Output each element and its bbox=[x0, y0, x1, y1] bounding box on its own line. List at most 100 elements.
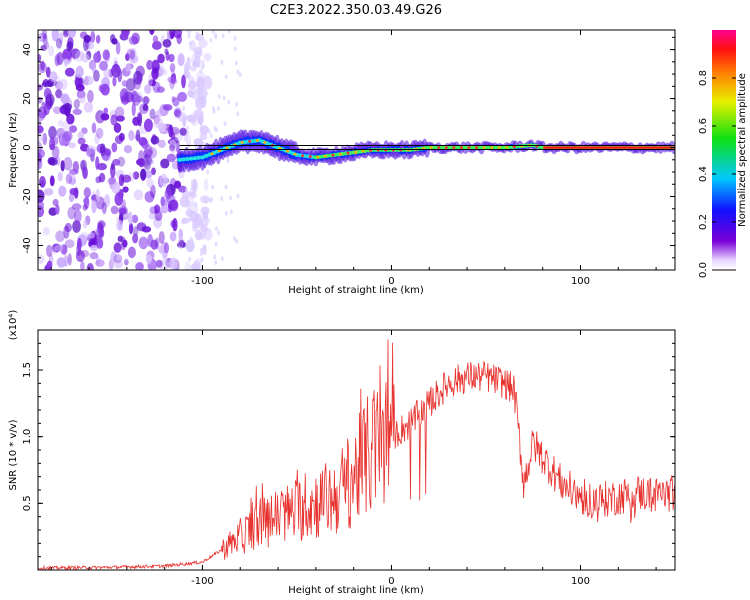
noise-blob bbox=[58, 78, 68, 91]
noise-blob bbox=[143, 156, 153, 165]
noise-blob bbox=[116, 219, 124, 232]
noise-blob bbox=[76, 238, 82, 251]
noise-blob bbox=[147, 234, 154, 248]
noise-blob bbox=[141, 226, 152, 233]
noise-blob bbox=[38, 131, 44, 142]
noise-blob bbox=[196, 76, 205, 91]
noise-blob bbox=[82, 166, 88, 179]
noise-blob bbox=[38, 112, 45, 121]
noise-blob bbox=[191, 94, 195, 100]
heatmap-signal-track bbox=[176, 129, 675, 173]
noise-blob bbox=[60, 93, 70, 104]
colorbar: 0.0 0.2 0.4 0.6 0.8 Normalized spectral ampl… bbox=[698, 30, 748, 278]
noise-blob bbox=[131, 102, 136, 117]
noise-blob bbox=[151, 40, 162, 51]
noise-blob bbox=[84, 75, 94, 86]
noise-blob bbox=[199, 125, 209, 135]
noise-blob bbox=[127, 246, 136, 259]
noise-blob bbox=[173, 180, 182, 189]
noise-blob bbox=[162, 104, 173, 111]
noise-blob bbox=[188, 41, 192, 47]
noise-blob bbox=[222, 95, 226, 101]
noise-blob bbox=[124, 257, 129, 266]
noise-blob bbox=[136, 73, 143, 82]
track-peak bbox=[437, 146, 441, 149]
noise-blob bbox=[147, 73, 153, 87]
noise-blob bbox=[100, 83, 110, 96]
noise-blob bbox=[185, 188, 189, 194]
noise-blob bbox=[38, 161, 42, 169]
noise-blob bbox=[42, 226, 50, 236]
noise-blob bbox=[99, 143, 106, 157]
noise-blob bbox=[199, 132, 208, 141]
colorbar-tick-label: 0.0 bbox=[698, 262, 709, 278]
noise-blob bbox=[181, 217, 191, 224]
noise-blob bbox=[177, 91, 188, 102]
noise-blob bbox=[83, 197, 90, 205]
noise-blob bbox=[128, 222, 134, 235]
noise-blob bbox=[107, 177, 116, 185]
noise-blob bbox=[157, 53, 165, 64]
noise-blob bbox=[38, 205, 45, 218]
noise-blob bbox=[166, 153, 177, 163]
noise-blob bbox=[193, 50, 202, 59]
noise-blob bbox=[200, 206, 210, 216]
noise-blob bbox=[45, 244, 53, 257]
noise-blob bbox=[133, 189, 144, 201]
noise-blob bbox=[88, 232, 95, 239]
top-y-axis-label: Frequency (Hz) bbox=[8, 112, 19, 188]
noise-blob bbox=[156, 86, 165, 93]
noise-blob bbox=[110, 33, 116, 44]
noise-blob bbox=[192, 260, 201, 270]
noise-blob bbox=[112, 158, 121, 166]
noise-blob bbox=[186, 125, 190, 131]
spectrogram-frame bbox=[37, 29, 676, 271]
noise-blob bbox=[59, 32, 64, 44]
noise-blob bbox=[90, 30, 96, 43]
heatmap-noise-blobs bbox=[38, 30, 242, 270]
spectrogram-panel: -100 0 100 -40 -20 0 20 40 Height of straight l… bbox=[8, 29, 676, 296]
noise-blob bbox=[200, 257, 204, 263]
noise-blob bbox=[224, 74, 228, 80]
noise-blob bbox=[65, 173, 73, 185]
noise-blob bbox=[125, 63, 132, 72]
track-peak bbox=[225, 146, 229, 150]
noise-blob bbox=[55, 204, 60, 215]
noise-blob bbox=[80, 232, 90, 241]
noise-blob bbox=[192, 188, 196, 194]
noise-blob bbox=[161, 68, 168, 76]
noise-blob bbox=[204, 199, 208, 205]
noise-blob bbox=[80, 261, 85, 270]
noise-blob bbox=[152, 35, 159, 43]
noise-blob bbox=[38, 158, 43, 170]
noise-blob bbox=[214, 260, 218, 266]
noise-blob bbox=[95, 110, 105, 124]
noise-blob bbox=[67, 253, 72, 266]
top-x-tick-label: 0 bbox=[388, 276, 394, 287]
noise-blob bbox=[131, 214, 139, 224]
noise-blob bbox=[95, 188, 101, 202]
noise-blob bbox=[193, 88, 203, 102]
noise-blob bbox=[186, 56, 191, 71]
noise-blob bbox=[113, 242, 122, 253]
noise-blob bbox=[83, 34, 92, 43]
noise-blob bbox=[214, 127, 218, 133]
noise-blob bbox=[213, 254, 217, 260]
noise-blob bbox=[150, 135, 160, 145]
track-peak bbox=[497, 146, 501, 149]
colorbar-tick-label: 0.4 bbox=[698, 166, 709, 182]
noise-blob bbox=[149, 30, 155, 35]
noise-blob bbox=[167, 76, 177, 83]
noise-blob bbox=[189, 236, 193, 242]
noise-blob bbox=[132, 116, 141, 126]
noise-blob bbox=[43, 87, 52, 100]
noise-blob bbox=[169, 78, 178, 85]
noise-blob bbox=[114, 192, 124, 206]
noise-blob bbox=[184, 196, 195, 207]
noise-blob bbox=[41, 81, 52, 88]
noise-blob bbox=[101, 201, 107, 215]
noise-blob bbox=[159, 173, 168, 187]
noise-blob bbox=[54, 80, 64, 90]
noise-blob bbox=[201, 59, 205, 65]
noise-blob bbox=[136, 111, 143, 120]
